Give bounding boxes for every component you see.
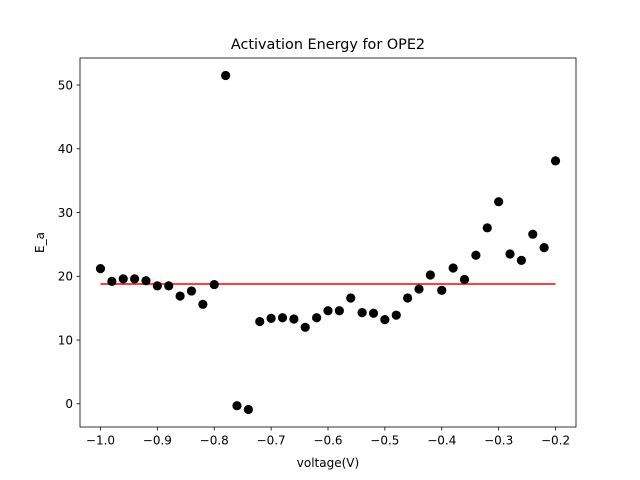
data-point [425, 270, 435, 280]
data-point [255, 316, 265, 327]
data-point [380, 315, 390, 325]
x-tick-label: −0.3 [484, 434, 513, 448]
y-tick-label: 40 [58, 142, 73, 156]
x-tick-label: −0.2 [541, 434, 570, 448]
data-point [232, 401, 242, 411]
x-tick-label: −0.8 [200, 434, 229, 448]
data-point [482, 223, 492, 233]
axes-frame [79, 57, 577, 428]
data-point [300, 322, 310, 332]
x-tick-label: −0.9 [143, 434, 172, 448]
data-point [357, 308, 367, 318]
data-point [528, 229, 538, 239]
chart-title: Activation Energy for OPE2 [231, 37, 425, 53]
data-point [107, 276, 117, 286]
y-tick-label: 10 [58, 333, 73, 347]
y-tick-label: 20 [58, 270, 73, 284]
data-point [494, 197, 504, 207]
data-point [448, 263, 458, 273]
data-point [437, 285, 447, 295]
data-point [368, 308, 379, 318]
x-tick-label: −0.4 [427, 434, 456, 448]
data-point [403, 293, 413, 303]
data-point [459, 274, 470, 285]
data-point [346, 293, 356, 303]
data-point [186, 286, 197, 296]
data-point [391, 310, 401, 320]
y-tick-label: 30 [58, 206, 73, 220]
data-point [141, 276, 151, 286]
data-point [471, 250, 481, 260]
data-point [209, 279, 219, 290]
y-axis-ticks: 0 10 20 30 40 50 [58, 78, 80, 411]
data-point [539, 243, 549, 253]
plot-area [95, 70, 561, 415]
data-point [95, 264, 106, 274]
x-tick-label: −1.0 [86, 434, 115, 448]
data-point [152, 281, 162, 291]
y-axis-label: E_a [33, 232, 47, 253]
data-point [175, 291, 185, 301]
x-tick-label: −0.6 [313, 434, 342, 448]
data-point [164, 281, 174, 291]
data-point [130, 274, 140, 284]
y-tick-label: 50 [58, 78, 73, 92]
data-point [277, 313, 288, 323]
data-point [334, 306, 344, 316]
x-axis-ticks: −1.0 −0.9 −0.8 −0.7 −0.6 −0.5 −0.4 −0.3 −0.2 [86, 427, 570, 448]
data-point [312, 313, 322, 323]
data-point [550, 156, 561, 166]
x-tick-label: −0.7 [257, 434, 286, 448]
data-point [243, 404, 253, 415]
data-point [516, 255, 526, 265]
data-point [323, 306, 333, 316]
data-point [266, 313, 276, 323]
data-point [198, 299, 208, 309]
data-point [289, 314, 299, 324]
y-tick-label: 0 [65, 397, 73, 411]
data-point [118, 274, 128, 284]
data-point [505, 249, 515, 259]
x-tick-label: −0.5 [370, 434, 399, 448]
x-axis-label: voltage(V) [297, 456, 359, 470]
data-point [221, 70, 231, 81]
data-point [414, 284, 424, 294]
